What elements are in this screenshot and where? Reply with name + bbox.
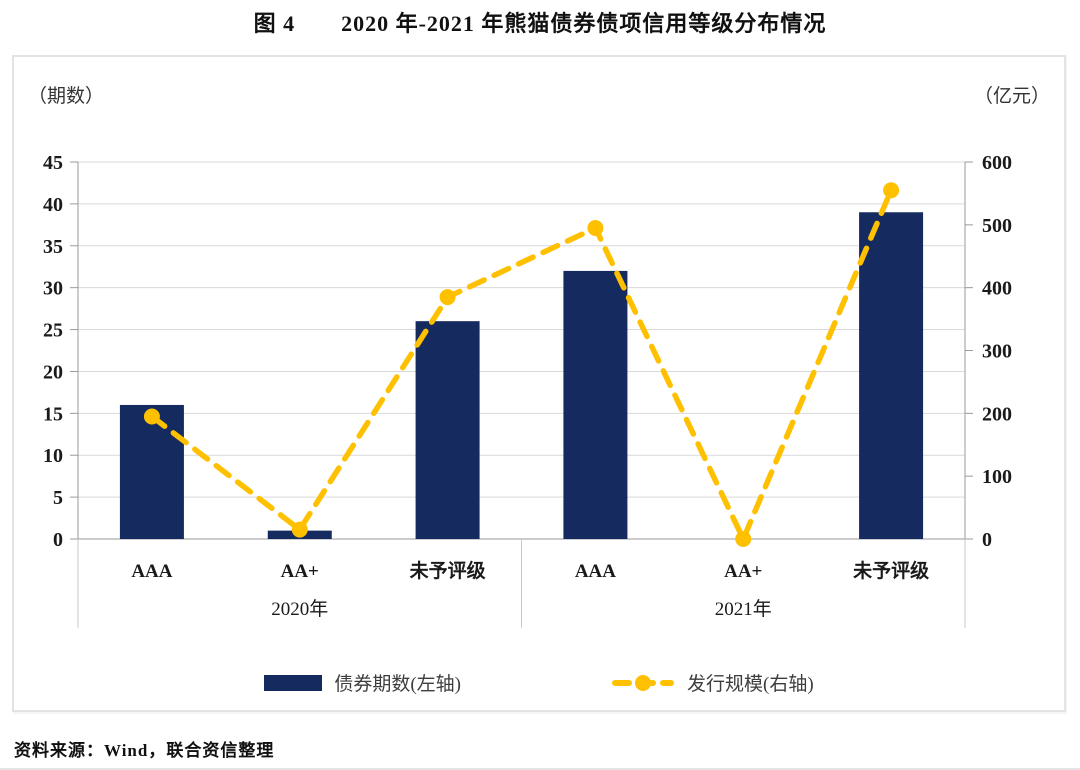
right-axis-tick-label: 500 [982,215,1012,237]
chart-plot-area: 0 5 10 15 20 25 30 35 40 45 0 100 200 300 400 500 600 （期数… [28,85,1050,628]
category-label: AAA [131,561,172,582]
right-axis-tick-label: 100 [982,466,1012,488]
left-axis-unit-label: （期数） [28,85,104,107]
left-axis-tick-label: 10 [43,445,63,467]
category-label: 未予评级 [409,559,486,582]
left-axis-tick-label: 35 [43,236,63,258]
left-axis-tick-label: 40 [43,194,63,216]
chart-box: 0 5 10 15 20 25 30 35 40 45 0 100 200 300 400 500 600 （期数… [12,55,1066,712]
line-series [149,187,894,546]
source-note: 资料来源：Wind，联合资信整理 [14,741,275,760]
group-year-label: 2020年 [271,598,328,620]
right-axis-tick-label: 200 [982,403,1012,425]
left-axis-tick-label: 45 [43,152,63,174]
left-axis-tick-label: 0 [53,529,63,551]
line-point [291,521,308,538]
right-axis-unit-label: （亿元） [974,85,1050,107]
bottom-divider [0,768,1080,770]
line-point [143,408,160,425]
right-axis-tick-label: 600 [982,152,1012,174]
legend-item-bars: 债券期数(左轴) [264,669,461,696]
group-year-label: 2021年 [715,598,772,620]
bar-series-swatch [264,674,323,691]
legend-label-line: 发行规模(右轴) [687,674,814,695]
legend: 债券期数(左轴) 发行规模(右轴) [14,669,1064,696]
line-point [587,219,604,236]
left-axis-tick-label: 5 [53,487,63,509]
line-series-swatch [612,674,674,691]
category-label: AA+ [281,561,319,582]
left-axis-tick-label: 20 [43,361,63,383]
category-label: AA+ [724,561,762,582]
bar-series [119,212,924,539]
left-axis-tick-label: 30 [43,278,63,300]
bar [119,404,184,539]
line-point [439,289,456,306]
line-point [735,531,752,547]
gridlines [70,161,973,540]
right-axis-tick-label: 300 [982,341,1012,363]
right-axis-tick-label: 0 [982,529,992,551]
line-point [883,182,900,199]
right-axis-tick-label: 400 [982,278,1012,300]
category-label: AAA [575,561,616,582]
bar [859,212,924,539]
chart-title: 图 4 2020 年-2021 年熊猫债券债项信用等级分布情况 [253,11,827,36]
left-axis-tick-label: 25 [43,320,63,342]
legend-item-line: 发行规模(右轴) [611,669,814,696]
bar [563,270,628,539]
bar [415,321,480,539]
legend-label-bars: 债券期数(左轴) [334,674,461,695]
left-axis-tick-label: 15 [43,403,63,425]
category-label: 未予评级 [852,559,929,582]
